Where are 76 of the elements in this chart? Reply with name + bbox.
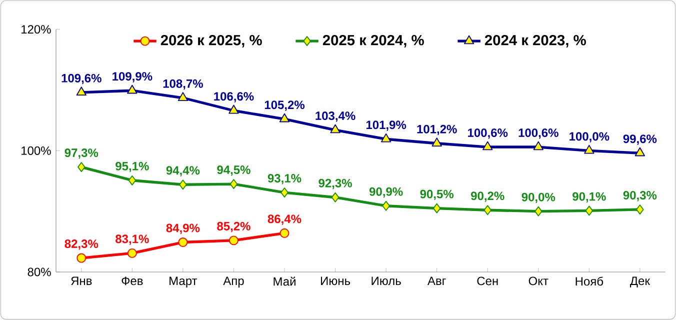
point (76, 253, 86, 263)
point (533, 141, 544, 150)
point (331, 192, 340, 202)
y-tick-label: 80% (28, 268, 51, 276)
data-label: 82,3% (64, 240, 98, 250)
x-tick-label: Окт (528, 276, 548, 286)
data-label: 92,3% (318, 178, 352, 190)
point (78, 162, 86, 172)
data-label: 105,2% (264, 100, 305, 111)
data-label: 101,2% (417, 124, 457, 136)
data-label: 85,2% (217, 222, 250, 232)
legend-label: 2026 к 2025, % (160, 34, 262, 48)
y-tick-label: 120% (22, 25, 51, 34)
point (585, 206, 594, 216)
data-label: 106,6% (214, 92, 254, 102)
data-label: 99,6% (623, 134, 657, 145)
data-label: 90,1% (572, 192, 606, 202)
point (534, 206, 542, 216)
point (230, 179, 238, 190)
x-tick-label: Фев (122, 276, 143, 286)
legend-label: 2025 к 2024, % (322, 34, 424, 48)
data-label: 86,4% (268, 214, 302, 225)
point (380, 133, 392, 142)
data-label: 90,0% (522, 192, 556, 204)
point (280, 228, 290, 238)
data-label: 100,6% (518, 128, 558, 139)
y-tick-label: 100% (22, 146, 51, 155)
x-tick-label: Май (274, 276, 296, 286)
point (228, 236, 238, 246)
point (179, 180, 187, 190)
data-label: 84,9% (166, 224, 200, 234)
x-tick-label: Июль (372, 276, 401, 286)
x-tick-label: Апр (223, 276, 244, 288)
point (636, 204, 644, 215)
data-label: 97,3% (64, 148, 98, 159)
x-tick-label: Дек (630, 276, 650, 288)
x-tick-label: Авг (427, 276, 446, 285)
data-label: 90,3% (623, 190, 657, 202)
data-label: 94,4% (166, 166, 200, 176)
x-tick-label: Янв (71, 276, 92, 285)
point (127, 248, 137, 258)
data-label: 90,5% (420, 190, 454, 200)
point (178, 92, 188, 102)
point (330, 124, 340, 134)
point (432, 203, 441, 214)
data-label: 93,1% (268, 174, 302, 184)
point (484, 205, 492, 216)
x-tick-label: Июнь (321, 276, 350, 286)
data-label: 95,1% (116, 162, 149, 172)
data-label: 101,9% (366, 120, 406, 131)
x-tick-label: Нояб (576, 276, 604, 286)
point (280, 188, 288, 198)
data-label: 100,0% (570, 132, 610, 142)
legend-label: 2024 к 2023, % (484, 34, 586, 48)
point (178, 238, 188, 247)
point (279, 113, 290, 122)
data-label: 90,9% (369, 187, 403, 198)
point (432, 138, 442, 147)
point (76, 86, 86, 96)
data-label: 83,1% (116, 234, 149, 245)
x-tick-label: Сен (477, 276, 498, 286)
data-label: 108,7% (163, 79, 203, 90)
data-label: 100,6% (468, 128, 508, 139)
point (127, 84, 138, 94)
data-label: 103,4% (316, 112, 356, 122)
data-label: 94,5% (217, 166, 250, 176)
point (634, 147, 646, 156)
x-tick-label: Март (170, 276, 198, 288)
data-label: 109,9% (112, 72, 152, 82)
point (228, 104, 239, 114)
point (482, 141, 493, 150)
data-label: 109,6% (62, 74, 102, 84)
point (128, 175, 136, 186)
point (382, 200, 390, 211)
data-label: 90,2% (471, 192, 504, 202)
point (584, 144, 594, 154)
